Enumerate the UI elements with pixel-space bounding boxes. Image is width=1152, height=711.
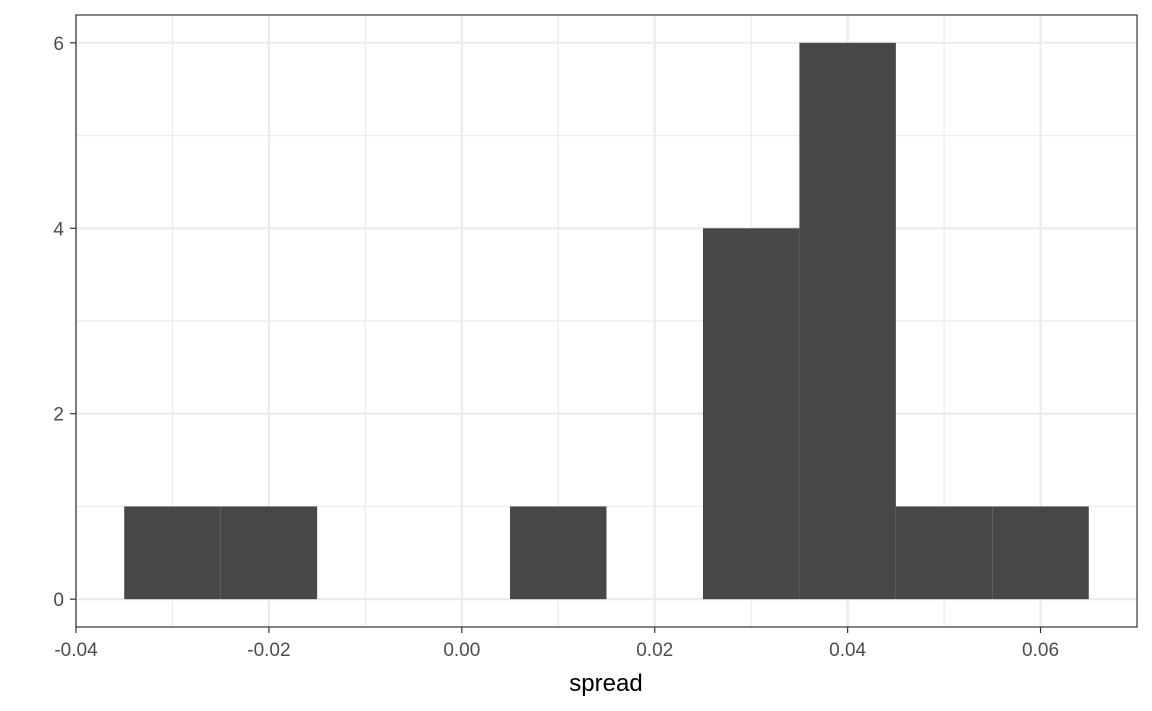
x-tick-label: 0.00 [443,640,480,661]
histogram-bar [124,506,221,600]
histogram-bar [220,506,318,600]
y-axis-ticks: 0 2 4 6 [53,34,76,611]
x-axis-title: spread [569,670,642,697]
histogram-bar [799,42,896,600]
histogram-bar [895,506,993,600]
x-axis-ticks: -0.04 -0.02 0.00 0.02 0.04 0.06 [54,627,1059,661]
y-tick-label: 2 [53,405,64,426]
histogram-bar [992,506,1089,600]
x-tick-label: 0.06 [1022,640,1059,661]
histogram-bar [702,228,800,600]
x-tick-label: -0.02 [247,640,290,661]
plot-panel-border [75,14,1138,628]
histogram-bars [124,42,1089,600]
y-tick-label: 0 [53,590,64,611]
x-tick-label: -0.04 [54,640,98,661]
x-tick-label: 0.04 [829,640,866,661]
x-tick-label: 0.02 [636,640,673,661]
y-tick-label: 6 [53,34,64,55]
y-tick-label: 4 [53,219,64,240]
histogram-bar [510,506,607,600]
